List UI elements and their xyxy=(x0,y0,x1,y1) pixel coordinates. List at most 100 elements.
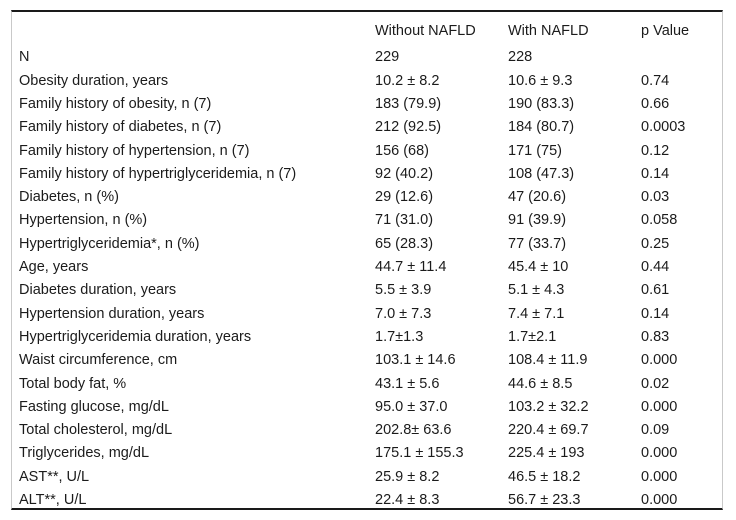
p-value-column-header: p Value xyxy=(641,22,690,39)
without-nafld-cell: 1.7±1.3 xyxy=(375,328,424,345)
row-label-cell: Family history of obesity, n (7) xyxy=(19,95,212,112)
row-label-cell: Waist circumference, cm xyxy=(19,352,178,369)
with-nafld-column-header: With NAFLD xyxy=(508,22,589,39)
with-nafld-cell: 1.7±2.1 xyxy=(508,328,557,345)
without-nafld-cell: 95.0 ± 37.0 xyxy=(375,398,448,415)
row-label-cell: Diabetes, n (%) xyxy=(19,189,119,206)
without-nafld-cell: 103.1 ± 14.6 xyxy=(375,352,456,369)
row-label-column-header xyxy=(12,12,375,46)
without-nafld-cell: 71 (31.0) xyxy=(375,212,434,229)
without-nafld-cell: 44.7 ± 11.4 xyxy=(375,259,447,276)
without-nafld-cell: 25.9 ± 8.2 xyxy=(375,468,440,485)
table-row: Diabetes duration, years 5.5 ± 3.9 5.1 ± 4… xyxy=(12,279,722,302)
with-nafld-cell: 171 (75) xyxy=(508,142,563,159)
without-nafld-cell: 5.5 ± 3.9 xyxy=(375,282,432,299)
with-nafld-cell: 45.4 ± 10 xyxy=(508,259,569,276)
nafld-comparison-table-frame: Without NAFLD With NAFLD p Value N 229 228… xyxy=(11,10,723,510)
p-value-cell: 0.25 xyxy=(641,235,670,252)
row-label-cell: Fasting glucose, mg/dL xyxy=(19,398,169,415)
p-value-cell: 0.66 xyxy=(641,95,670,112)
table-row: Hypertriglyceridemia duration, years 1.7±… xyxy=(12,326,722,349)
with-nafld-cell: 7.4 ± 7.1 xyxy=(508,305,565,322)
with-nafld-cell: 190 (83.3) xyxy=(508,95,575,112)
row-label-cell: Family history of hypertension, n (7) xyxy=(19,142,250,159)
p-value-cell: 0.03 xyxy=(641,189,670,206)
p-value-cell: 0.000 xyxy=(641,398,678,415)
with-nafld-cell: 10.6 ± 9.3 xyxy=(508,72,573,89)
with-nafld-cell: 44.6 ± 8.5 xyxy=(508,375,573,392)
row-label-cell: Hypertriglyceridemia*, n (%) xyxy=(19,235,200,252)
row-label-cell: Age, years xyxy=(19,259,89,276)
table-row: Fasting glucose, mg/dL 95.0 ± 37.0 103.2 ±… xyxy=(12,395,722,418)
without-nafld-cell: 212 (92.5) xyxy=(375,119,442,136)
without-nafld-cell: 22.4 ± 8.3 xyxy=(375,492,440,509)
row-label-cell: Family history of diabetes, n (7) xyxy=(19,119,222,136)
with-nafld-cell: 77 (33.7) xyxy=(508,235,567,252)
p-value-cell: 0.058 xyxy=(641,212,678,229)
header-row: Without NAFLD With NAFLD p Value xyxy=(12,12,722,46)
with-nafld-cell: 47 (20.6) xyxy=(508,189,567,206)
without-nafld-cell: 202.8± 63.6 xyxy=(375,422,452,439)
row-label-cell: AST**, U/L xyxy=(19,468,90,485)
row-label-cell: Hypertension duration, years xyxy=(19,305,205,322)
row-label-cell: ALT**, U/L xyxy=(19,492,87,509)
without-nafld-cell: 10.2 ± 8.2 xyxy=(375,72,440,89)
with-nafld-cell: 228 xyxy=(508,49,533,66)
table-row: Total cholesterol, mg/dL 202.8± 63.6 220.4… xyxy=(12,419,722,442)
table-row: Family history of hypertriglyceridemia, … xyxy=(12,162,722,185)
table-row: Triglycerides, mg/dL 175.1 ± 155.3 225.4 ±… xyxy=(12,442,722,465)
without-nafld-cell: 29 (12.6) xyxy=(375,189,434,206)
p-value-cell: 0.09 xyxy=(641,422,670,439)
table-body: N 229 228 Obesity duration, years 10.2 ± 8.2… xyxy=(12,46,722,509)
table-row: Waist circumference, cm 103.1 ± 14.6 108.4… xyxy=(12,349,722,372)
p-value-cell: 0.14 xyxy=(641,305,670,322)
row-label-cell: Hypertension, n (%) xyxy=(19,212,148,229)
p-value-cell: 0.0003 xyxy=(641,119,686,136)
table-row: N 229 228 xyxy=(12,46,722,69)
p-value-cell: 0.12 xyxy=(641,142,670,159)
with-nafld-cell: 103.2 ± 32.2 xyxy=(508,398,589,415)
p-value-cell: 0.000 xyxy=(641,352,678,369)
with-nafld-cell: 46.5 ± 18.2 xyxy=(508,468,581,485)
without-nafld-cell: 229 xyxy=(375,49,400,66)
row-label-cell: Diabetes duration, years xyxy=(19,282,177,299)
p-value-cell xyxy=(641,46,722,69)
without-nafld-cell: 183 (79.9) xyxy=(375,95,442,112)
without-nafld-cell: 7.0 ± 7.3 xyxy=(375,305,432,322)
without-nafld-cell: 65 (28.3) xyxy=(375,235,434,252)
table-row: Hypertension duration, years 7.0 ± 7.3 7.4… xyxy=(12,302,722,325)
with-nafld-cell: 225.4 ± 193 xyxy=(508,445,585,462)
p-value-cell: 0.74 xyxy=(641,72,670,89)
table-row: Family history of diabetes, n (7) 212 (92… xyxy=(12,116,722,139)
p-value-cell: 0.000 xyxy=(641,468,678,485)
without-nafld-cell: 92 (40.2) xyxy=(375,165,434,182)
with-nafld-cell: 108 (47.3) xyxy=(508,165,575,182)
table-row: Diabetes, n (%) 29 (12.6) 47 (20.6) 0.03 xyxy=(12,186,722,209)
table-row: AST**, U/L 25.9 ± 8.2 46.5 ± 18.2 0.000 xyxy=(12,465,722,488)
table-row: Family history of obesity, n (7) 183 (79.… xyxy=(12,93,722,116)
with-nafld-cell: 220.4 ± 69.7 xyxy=(508,422,589,439)
p-value-cell: 0.02 xyxy=(641,375,670,392)
table-row: Total body fat, % 43.1 ± 5.6 44.6 ± 8.5 0.0… xyxy=(12,372,722,395)
without-nafld-cell: 156 (68) xyxy=(375,142,430,159)
with-nafld-cell: 56.7 ± 23.3 xyxy=(508,492,581,509)
p-value-cell: 0.000 xyxy=(641,492,678,509)
with-nafld-cell: 184 (80.7) xyxy=(508,119,575,136)
table-row: Hypertriglyceridemia*, n (%) 65 (28.3) 77 … xyxy=(12,232,722,255)
row-label-cell: Total cholesterol, mg/dL xyxy=(19,422,173,439)
without-nafld-column-header: Without NAFLD xyxy=(375,22,476,39)
with-nafld-cell: 108.4 ± 11.9 xyxy=(508,352,588,369)
table-header: Without NAFLD With NAFLD p Value xyxy=(12,12,722,46)
p-value-cell: 0.83 xyxy=(641,328,670,345)
without-nafld-cell: 175.1 ± 155.3 xyxy=(375,445,464,462)
row-label-cell: Total body fat, % xyxy=(19,375,127,392)
p-value-cell: 0.61 xyxy=(641,282,670,299)
without-nafld-cell: 43.1 ± 5.6 xyxy=(375,375,440,392)
p-value-cell: 0.14 xyxy=(641,165,670,182)
row-label-cell: Hypertriglyceridemia duration, years xyxy=(19,328,252,345)
table-row: Family history of hypertension, n (7) 156… xyxy=(12,139,722,162)
row-label-cell: Triglycerides, mg/dL xyxy=(19,445,150,462)
p-value-cell: 0.44 xyxy=(641,259,670,276)
with-nafld-cell: 5.1 ± 4.3 xyxy=(508,282,565,299)
row-label-cell: Family history of hypertriglyceridemia, … xyxy=(19,165,297,182)
